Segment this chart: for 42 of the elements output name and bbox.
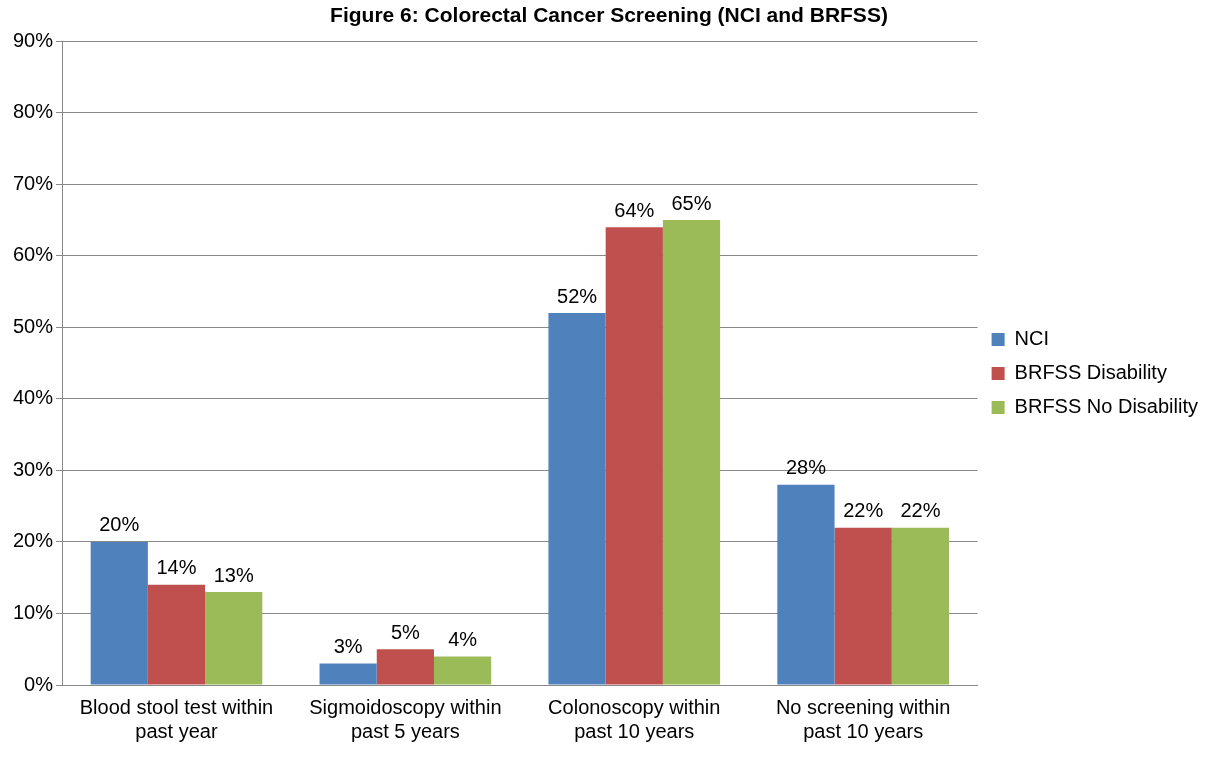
bar <box>834 527 892 685</box>
y-tick-label: 60% <box>13 243 54 266</box>
y-tick-label: 90% <box>13 28 54 51</box>
data-label: 64% <box>614 198 655 221</box>
bar <box>662 220 721 685</box>
x-tick-label: Colonoscopy within past 10 years <box>548 695 721 742</box>
x-tick-label: Sigmoidoscopy within past 5 years <box>309 695 502 742</box>
bar <box>433 656 492 685</box>
y-tick-label: 70% <box>13 171 54 194</box>
bar <box>777 484 835 685</box>
y-tick-label: 50% <box>13 314 54 337</box>
bar <box>548 313 606 685</box>
x-tick-label: Blood stool test within past year <box>79 695 274 742</box>
data-label: 65% <box>671 191 712 214</box>
data-label: 20% <box>99 513 140 536</box>
data-label: 28% <box>785 456 827 479</box>
data-label: 13% <box>213 563 254 586</box>
y-tick-label: 30% <box>13 457 54 480</box>
y-tick-label: 10% <box>13 600 54 623</box>
y-tick-label: 80% <box>13 100 54 123</box>
legend-label: BRFSS No Disability <box>1014 395 1199 418</box>
y-tick-label: 20% <box>13 529 54 552</box>
bar <box>605 227 663 685</box>
bar <box>891 527 950 685</box>
legend-label: BRFSS Disability <box>1014 361 1167 384</box>
data-label: 22% <box>843 499 884 522</box>
bar <box>90 541 148 685</box>
data-label: 4% <box>448 627 478 650</box>
legend-label: NCI <box>1014 327 1050 350</box>
data-label: 52% <box>557 284 598 307</box>
y-tick-label: 40% <box>13 386 54 409</box>
bar <box>205 592 263 685</box>
chart-title: Figure 6: Colorectal Cancer Screening (NCI and BRFSS) <box>330 3 888 27</box>
y-tick-label: 0% <box>24 672 54 695</box>
bar <box>147 584 206 685</box>
bar <box>319 663 377 685</box>
bar <box>376 649 434 685</box>
data-label: 5% <box>390 620 421 643</box>
data-label: 3% <box>333 635 363 658</box>
data-label: 14% <box>156 556 197 579</box>
x-tick-label: No screening within past 10 years <box>775 695 951 742</box>
data-label: 22% <box>900 499 941 522</box>
